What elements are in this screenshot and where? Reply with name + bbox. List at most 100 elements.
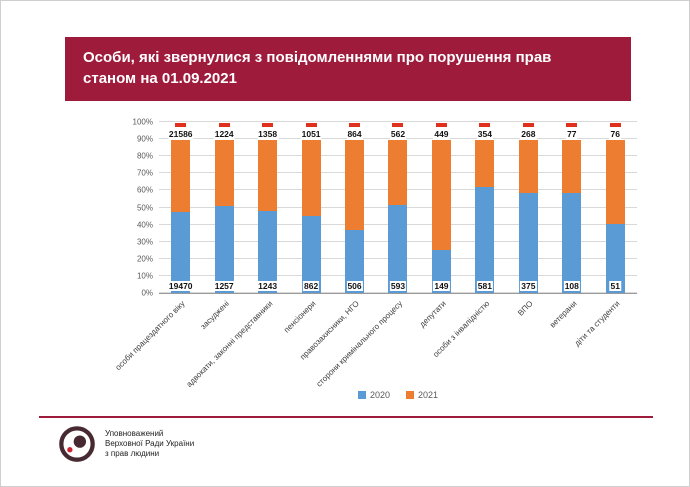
value-label-2021: 864 xyxy=(346,128,363,139)
bar-segment-2020 xyxy=(345,229,365,293)
bar-top-marker xyxy=(435,123,447,128)
x-axis-label-text: пенсіонери xyxy=(281,299,318,335)
x-axis-label-text: ветерани xyxy=(547,299,579,330)
value-label-2020: 19470 xyxy=(167,281,194,291)
x-axis-label-text: депутати xyxy=(417,299,448,330)
legend-label: 2020 xyxy=(369,390,390,400)
bar-segment-2021 xyxy=(345,139,365,230)
x-axis-label-text: ВПО xyxy=(516,299,535,318)
value-label-2021: 76 xyxy=(609,128,621,139)
bar-group: 76 51 діти та студенти xyxy=(573,122,637,348)
bar-top-marker xyxy=(175,123,187,128)
gridline xyxy=(159,121,637,122)
value-label-2020: 108 xyxy=(563,281,580,291)
value-label-2020: 593 xyxy=(389,281,407,291)
value-label-2021: 1224 xyxy=(213,128,235,139)
legend-item-2020: 2020 xyxy=(357,390,390,400)
bar-group: 21586 19470 особи працездатного віку xyxy=(114,122,202,372)
value-label-2021: 562 xyxy=(389,128,407,139)
footer-divider xyxy=(39,416,653,418)
bar-group: 1358 1243 адвокати, законні представники xyxy=(184,122,289,389)
value-label-2020: 51 xyxy=(609,281,621,291)
value-label-2020: 375 xyxy=(520,281,537,291)
bar-top-marker xyxy=(262,123,274,128)
bar-segment-2021 xyxy=(475,139,495,187)
y-axis-tick: 100% xyxy=(132,117,153,127)
org-line-1: Уповноважений xyxy=(105,429,164,438)
value-label-2021: 1051 xyxy=(300,128,322,139)
value-label-2021: 354 xyxy=(476,128,493,139)
bar-segment-2021 xyxy=(562,139,582,194)
bar-top-marker xyxy=(522,123,534,128)
org-name: Уповноважений Верховної Ради України з п… xyxy=(105,429,194,459)
legend-swatch xyxy=(406,391,414,399)
plot-area: 0% 10% 20% 30% 40% 50% 60% 70% 80% 90% 100% 21586 19… xyxy=(114,118,637,389)
bar-top-marker xyxy=(479,123,491,128)
bar-segment-2021 xyxy=(301,139,321,216)
value-label-2020: 862 xyxy=(302,281,320,291)
bar-top-marker xyxy=(609,123,621,128)
x-axis-label-text: адвокати, законні представники xyxy=(184,299,274,389)
bar-group: 354 581 особи з інвалідністю xyxy=(431,122,506,359)
y-axis-tick: 10% xyxy=(136,271,153,281)
bar-segment-2020 xyxy=(562,193,582,293)
chart-legend: 2020 2021 xyxy=(159,390,637,400)
y-axis-tick: 60% xyxy=(136,185,153,195)
bar-segment-2020 xyxy=(388,205,408,293)
value-label-2021: 1358 xyxy=(257,128,279,139)
gridline xyxy=(159,138,637,140)
bar-segment-2021 xyxy=(518,139,538,194)
bar-top-marker xyxy=(349,123,361,128)
bar-group: 1224 1257 засуджені xyxy=(198,122,245,331)
bar-segment-2021 xyxy=(171,139,191,212)
org-line-3: з прав людини xyxy=(105,449,160,458)
ombudsman-logo xyxy=(59,426,95,462)
x-axis-label-text: особи працездатного віку xyxy=(114,299,188,373)
x-axis-label-text: сторони кримінального процесу xyxy=(314,299,405,389)
title-line-2: станом на 01.09.2021 xyxy=(83,70,237,87)
bar-segment-2020 xyxy=(171,211,191,293)
bar-segment-2021 xyxy=(214,139,234,207)
bar-segment-2021 xyxy=(605,139,625,225)
value-label-2021: 21586 xyxy=(167,128,194,139)
bar-segment-2020 xyxy=(518,193,538,293)
value-label-2020: 581 xyxy=(476,281,493,291)
x-axis-label-text: засуджені xyxy=(198,299,231,332)
value-label-2020: 1243 xyxy=(257,281,279,291)
bar-segment-2021 xyxy=(258,139,278,212)
bar-group: 77 108 ветерани xyxy=(548,122,593,330)
bar-segment-2020 xyxy=(301,215,321,293)
y-axis-tick: 0% xyxy=(141,288,153,298)
page-title: Особи, які звернулися з повідомленнями п… xyxy=(65,37,631,101)
value-label-2021: 268 xyxy=(520,128,537,139)
bar-segment-2020 xyxy=(475,186,495,293)
footer: Уповноважений Верховної Ради України з п… xyxy=(58,425,194,463)
bar-top-marker xyxy=(305,123,317,128)
bar-group: 1051 862 пенсіонери xyxy=(282,122,332,335)
y-axis-tick: 50% xyxy=(136,203,153,212)
bar-segment-2021 xyxy=(431,139,451,251)
legend-swatch xyxy=(357,391,366,399)
y-axis-tick: 70% xyxy=(136,168,153,178)
y-axis-tick: 30% xyxy=(136,237,153,247)
bar-group: 449 149 депутати xyxy=(418,122,463,329)
bar-group: 268 375 ВПО xyxy=(507,122,550,318)
bar-group: 562 593 сторони кримінального процесу xyxy=(315,122,419,389)
bar-top-marker xyxy=(566,123,578,128)
y-axis-tick: 40% xyxy=(136,220,153,230)
value-label-2021: 449 xyxy=(433,128,450,139)
y-axis-tick: 80% xyxy=(136,151,153,161)
value-label-2021: 77 xyxy=(566,128,578,139)
bar-segment-2020 xyxy=(214,206,234,293)
value-label-2020: 149 xyxy=(433,281,450,291)
bar-group: 864 506 правозахисники, НГО xyxy=(298,122,376,362)
y-axis-tick: 90% xyxy=(136,134,153,144)
bar-segment-2020 xyxy=(605,224,625,293)
y-axis-tick: 20% xyxy=(136,254,153,264)
value-label-2020: 1257 xyxy=(213,281,235,291)
legend-item-2021: 2021 xyxy=(406,390,438,400)
title-line-1: Особи, які звернулися з повідомленнями п… xyxy=(83,49,552,66)
org-line-2: Верховної Ради України xyxy=(105,439,195,448)
bar-top-marker xyxy=(218,123,230,128)
